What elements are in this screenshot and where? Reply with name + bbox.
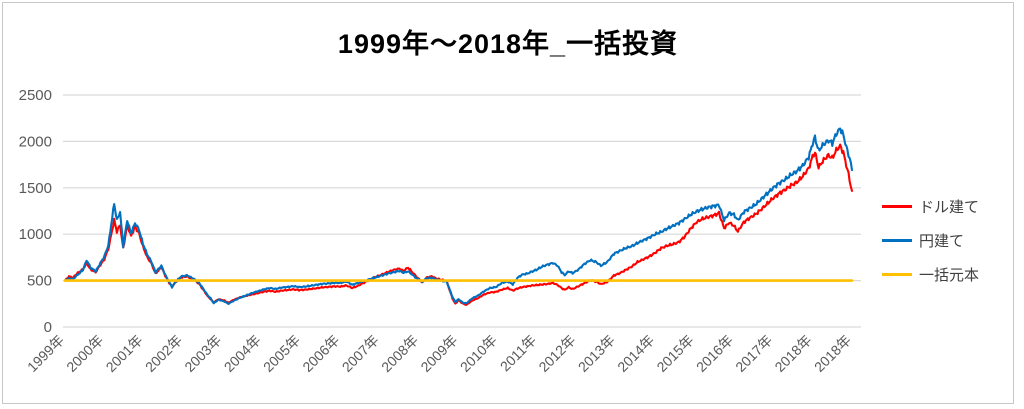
legend-item-dollar: ドル建て	[882, 196, 1012, 216]
y-axis-label-500: 500	[27, 273, 52, 290]
legend-label-yen: 円建て	[919, 232, 965, 250]
x-axis-label-6: 2005年	[260, 332, 303, 375]
x-axis-label-18: 2017年	[732, 332, 775, 375]
x-axis-label-20: 2018年	[811, 332, 854, 375]
y-axis-label-2000: 2000	[19, 133, 52, 150]
x-axis-label-12: 2011年	[497, 332, 540, 375]
legend-line-dollar	[882, 204, 912, 208]
x-axis-label-11: 2010年	[457, 332, 500, 375]
x-axis-label-16: 2015年	[653, 332, 696, 375]
x-axis-label-13: 2012年	[535, 332, 578, 375]
x-axis-label-5: 2004年	[221, 332, 264, 375]
x-axis-label-8: 2007年	[339, 332, 382, 375]
x-axis-label-19: 2018年	[771, 332, 814, 375]
x-axis-label-17: 2016年	[693, 332, 736, 375]
x-axis-label-9: 2008年	[378, 332, 421, 375]
x-axis-label-4: 2003年	[181, 332, 224, 375]
x-axis-label-1: 2000年	[63, 332, 106, 375]
x-axis-label-14: 2013年	[575, 332, 618, 375]
legend-label-principal: 一括元本	[919, 266, 980, 284]
legend: ドル建て 円建て 一括元本	[882, 196, 1012, 298]
x-axis-label-15: 2014年	[614, 332, 657, 375]
y-axis-label-1500: 1500	[19, 180, 52, 197]
y-axis-label-1000: 1000	[19, 226, 52, 243]
legend-line-principal	[882, 272, 912, 276]
legend-item-principal: 一括元本	[882, 264, 1012, 284]
y-axis-label-0: 0	[44, 319, 52, 336]
x-axis-label-0: 1999年	[24, 332, 67, 375]
x-axis-label-3: 2002年	[142, 332, 185, 375]
chart-title: 1999年〜2018年_一括投資	[337, 29, 679, 59]
figure-border	[2, 2, 1014, 404]
x-axis-label-2: 2001年	[103, 332, 146, 375]
x-axis-label-7: 2006年	[299, 332, 342, 375]
legend-label-dollar: ドル建て	[919, 198, 980, 216]
x-axis-label-10: 2009年	[417, 332, 460, 375]
legend-item-yen: 円建て	[882, 230, 1012, 250]
legend-line-yen	[882, 238, 912, 242]
y-axis-label-2500: 2500	[19, 87, 52, 104]
